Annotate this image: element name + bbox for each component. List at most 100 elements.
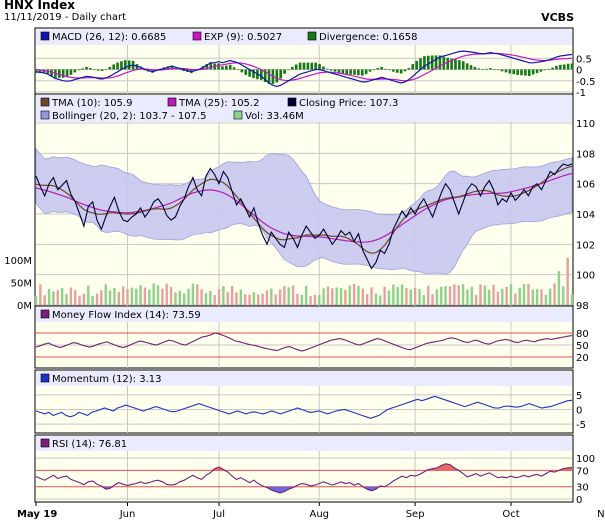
volume-bar bbox=[379, 295, 382, 305]
volume-bar bbox=[505, 286, 508, 305]
divergence-bar bbox=[58, 69, 61, 78]
closing-price-line bbox=[35, 163, 573, 270]
momentum-tick: -5 bbox=[576, 420, 586, 431]
divergence-bar bbox=[473, 66, 477, 70]
divergence-bar bbox=[100, 69, 104, 71]
divergence-bar bbox=[461, 61, 465, 70]
macd-legend-bg bbox=[36, 29, 572, 45]
divergence-bar bbox=[403, 69, 407, 72]
divergence-bar bbox=[310, 62, 314, 70]
divergence-bar bbox=[135, 64, 139, 70]
volume-bar bbox=[383, 286, 386, 305]
volume-bar bbox=[448, 286, 452, 305]
volume-bar bbox=[121, 286, 125, 305]
divergence-bar bbox=[127, 60, 131, 70]
volume-bar bbox=[226, 292, 229, 305]
divergence-bar bbox=[399, 69, 403, 74]
rsi-overbought-fill bbox=[36, 463, 572, 471]
volume-bar bbox=[60, 288, 64, 305]
divergence-bar bbox=[178, 69, 182, 71]
divergence-bar bbox=[73, 69, 77, 73]
divergence-bar bbox=[559, 64, 562, 70]
divergence-bar bbox=[302, 62, 306, 70]
divergence-bar bbox=[205, 64, 209, 70]
macd-legend-swatch bbox=[40, 31, 50, 41]
divergence-bar bbox=[434, 55, 438, 70]
volume-bar bbox=[309, 295, 312, 305]
volume-bar bbox=[139, 285, 142, 305]
volume-bar bbox=[313, 294, 317, 305]
divergence-bar bbox=[555, 65, 558, 70]
rsi-tick: 70 bbox=[576, 466, 589, 477]
price-tick: 98 bbox=[576, 301, 589, 312]
volume-bar bbox=[156, 285, 160, 305]
divergence-bar bbox=[209, 62, 213, 70]
volume-bar bbox=[108, 290, 112, 305]
divergence-bar bbox=[322, 66, 325, 70]
divergence-bar bbox=[547, 69, 550, 70]
volume-bar bbox=[287, 287, 290, 305]
volume-bar bbox=[169, 286, 173, 305]
divergence-bar bbox=[65, 69, 69, 77]
volume-bar bbox=[261, 293, 264, 305]
divergence-bar bbox=[81, 68, 84, 70]
divergence-bar bbox=[562, 64, 566, 70]
volume-bar bbox=[296, 293, 299, 305]
momentum-legend-swatch bbox=[40, 373, 50, 383]
x-axis-label: Oct bbox=[502, 509, 519, 520]
volume-bar bbox=[522, 283, 526, 305]
momentum-tick: 5 bbox=[576, 391, 582, 402]
x-axis-label: Nov bbox=[597, 509, 605, 520]
divergence-bar bbox=[411, 64, 415, 70]
divergence-bar bbox=[34, 69, 38, 74]
divergence-bar bbox=[520, 69, 523, 76]
divergence-bar bbox=[232, 67, 236, 70]
mfi-legend-bg bbox=[36, 307, 572, 322]
volume-bar bbox=[405, 288, 408, 305]
divergence-bar bbox=[92, 69, 96, 70]
volume-bar bbox=[200, 289, 203, 305]
volume-bar bbox=[540, 289, 543, 305]
price-tick: 100 bbox=[576, 271, 595, 282]
volume-bar bbox=[409, 289, 412, 305]
divergence-bar bbox=[294, 64, 298, 70]
divergence-bar bbox=[259, 69, 263, 80]
volume-bar bbox=[274, 294, 277, 305]
x-axis-label: May 19 bbox=[17, 509, 57, 520]
divergence-bar bbox=[306, 62, 310, 70]
divergence-bar bbox=[349, 69, 352, 75]
price-tick: 104 bbox=[576, 210, 595, 221]
divergence-bar bbox=[267, 69, 271, 84]
divergence-bar bbox=[438, 55, 442, 70]
divergence-bar bbox=[469, 65, 473, 70]
momentum-legend-bg bbox=[36, 371, 572, 386]
volume-bar bbox=[453, 284, 456, 305]
volume-bar bbox=[331, 288, 334, 305]
volume-bar bbox=[278, 289, 282, 305]
volume-bar bbox=[549, 288, 552, 305]
volume-bar bbox=[43, 295, 46, 305]
volume-bar bbox=[557, 271, 561, 305]
divergence-bar bbox=[170, 65, 174, 70]
divergence-bar bbox=[543, 69, 547, 71]
divergence-bar bbox=[314, 62, 317, 70]
divergence-bar bbox=[341, 69, 345, 74]
divergence-bar bbox=[38, 69, 42, 74]
volume-bar bbox=[130, 287, 134, 305]
divergence-bar bbox=[248, 69, 251, 77]
volume-bar bbox=[265, 290, 269, 305]
divergence-bar bbox=[116, 62, 119, 70]
divergence-bar bbox=[450, 58, 453, 70]
chart-title: HNX Index bbox=[4, 0, 75, 12]
divergence-bar bbox=[465, 63, 469, 70]
volume-bar bbox=[496, 291, 500, 305]
volume-bar bbox=[82, 293, 86, 305]
divergence-bar bbox=[388, 69, 391, 71]
volume-bar bbox=[527, 283, 530, 305]
volume-bar bbox=[243, 294, 247, 305]
volume-bar bbox=[56, 290, 59, 305]
divergence-bar bbox=[535, 69, 539, 74]
divergence-bar bbox=[139, 66, 143, 70]
volume-bar bbox=[187, 288, 190, 305]
volume-bar bbox=[196, 284, 199, 305]
